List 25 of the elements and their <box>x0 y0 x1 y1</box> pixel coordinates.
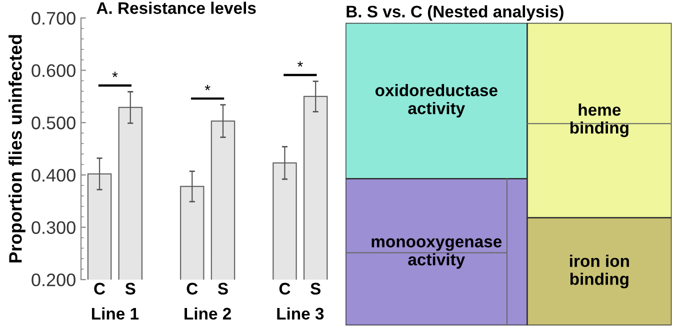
x-tick-label: S <box>310 282 321 295</box>
y-tick-label: 0.200 <box>32 274 76 286</box>
x-tick-label: S <box>218 282 228 295</box>
x-tick-label: C <box>279 282 290 295</box>
category-label: oxidoreductase activity <box>375 84 498 118</box>
annotation: * <box>112 72 118 78</box>
text: Line 3 <box>277 307 324 320</box>
category-label: monooxygenase activity <box>372 238 502 269</box>
x-tick-label: C <box>186 282 198 295</box>
text: B. S vs. C (Nested analysis) <box>346 5 564 21</box>
annotation: * <box>297 61 303 67</box>
y-tick-label: 0.600 <box>32 64 76 78</box>
text: Line 1 <box>92 307 139 320</box>
y-tick-label: 0.400 <box>32 168 76 182</box>
category-label: heme binding <box>570 104 628 138</box>
y-tick-label: 0.500 <box>32 116 76 130</box>
text: Line 2 <box>184 307 231 320</box>
annotation: * <box>204 84 210 90</box>
y-tick-label: 0.300 <box>32 221 76 234</box>
chart-title: A. Resistance levels <box>96 2 256 14</box>
y-axis-title: Proportion flies uninfected <box>8 35 26 262</box>
y-tick-label: 0.700 <box>32 12 76 25</box>
x-tick-label: C <box>94 282 106 295</box>
x-tick-label: S <box>125 282 136 295</box>
category-label: iron ion binding <box>570 254 629 288</box>
